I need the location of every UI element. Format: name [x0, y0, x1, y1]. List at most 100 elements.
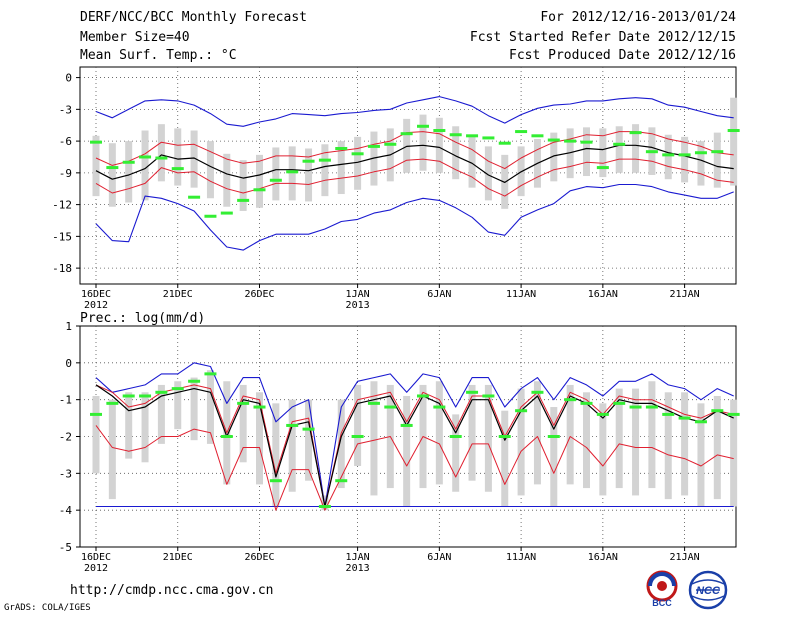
temp-median-mark: [531, 134, 544, 138]
temp-ytick-label: -3: [59, 103, 72, 116]
precip-box: [321, 495, 329, 511]
precip-median-mark: [106, 401, 119, 405]
precip-box: [337, 399, 345, 489]
temp-box: [484, 146, 492, 201]
precip-box: [484, 384, 492, 492]
temp-envelope-min-line: [95, 183, 734, 251]
precip-xtick-label: 21JAN: [670, 552, 700, 563]
temp-box: [157, 124, 165, 182]
temp-median-mark: [564, 139, 577, 143]
temp-median-mark: [515, 130, 528, 134]
temp-box: [435, 117, 443, 173]
precip-median-mark: [188, 379, 201, 383]
ncc-logo-icon: NCC: [688, 570, 728, 610]
temp-box: [681, 136, 689, 183]
precip-xtick-label: 16JAN: [588, 552, 618, 563]
temp-median-mark: [269, 178, 282, 182]
temp-median-mark: [139, 155, 152, 159]
precip-box: [272, 403, 280, 507]
temp-envelope-max-line: [95, 96, 734, 127]
temp-median-mark: [155, 156, 168, 160]
precip-median-mark: [564, 398, 577, 402]
precip-box: [141, 392, 149, 463]
temp-ytick-label: -6: [59, 135, 72, 148]
temp-median-mark: [220, 211, 233, 215]
temp-ytick-label: -18: [52, 262, 72, 275]
precip-median-mark: [515, 409, 528, 413]
temp-box: [337, 141, 345, 195]
precip-median-mark: [498, 435, 511, 438]
precip-box: [648, 381, 656, 489]
precip-box: [435, 381, 443, 485]
precip-median-mark: [629, 405, 642, 409]
precip-median-mark: [596, 412, 609, 416]
temp-box: [206, 141, 214, 199]
forecast-range: For 2012/12/16-2013/01/24: [540, 10, 736, 25]
precip-median-mark: [302, 427, 315, 431]
temp-box: [272, 147, 280, 201]
precip-median-mark: [269, 479, 282, 483]
precip-median-mark: [466, 390, 479, 394]
precip-box: [452, 414, 460, 492]
temp-median-mark: [711, 150, 724, 154]
precip-median-mark: [139, 394, 152, 398]
temp-box: [321, 144, 329, 197]
precip-median-mark: [318, 504, 331, 508]
produced-date: Fcst Produced Date 2012/12/16: [509, 48, 736, 63]
temp-mean-line: [95, 144, 734, 183]
temp-box: [190, 130, 198, 188]
precip-median-mark: [547, 435, 560, 438]
precip-xtick-label: 11JAN: [506, 552, 536, 563]
temp-median-mark: [596, 166, 609, 170]
precip-box: [501, 410, 509, 507]
temp-box: [730, 97, 738, 186]
precip-median-mark: [253, 405, 266, 409]
temp-median-mark: [727, 129, 740, 133]
temp-ytick-label: 0: [65, 72, 72, 85]
temp-median-mark: [417, 124, 429, 128]
temp-box: [468, 135, 476, 188]
precip-median-mark: [449, 435, 462, 438]
temp-box: [92, 135, 100, 197]
precip-ytick-label: -2: [59, 431, 72, 444]
temp-box: [583, 127, 590, 177]
precip-box: [370, 381, 378, 496]
precip-band-upper-line: [95, 384, 734, 507]
temp-median-mark: [547, 138, 560, 142]
precip-box: [125, 392, 133, 459]
precip-box: [354, 384, 362, 466]
member-size: Member Size=40: [80, 30, 190, 45]
precip-box: [713, 395, 721, 500]
temp-xtick-label: 16JAN: [588, 289, 618, 300]
temp-xtick-label: 1JAN: [346, 289, 370, 300]
temp-median-mark: [237, 198, 250, 202]
precip-box: [632, 388, 640, 496]
precip-box: [288, 399, 296, 492]
temp-median-mark: [449, 133, 462, 137]
temp-box: [419, 114, 427, 171]
precip-box: [681, 392, 689, 496]
precip-median-mark: [417, 394, 429, 398]
temp-median-mark: [318, 158, 331, 162]
footer-url[interactable]: http://cmdp.ncc.cma.gov.cn: [70, 583, 274, 598]
precip-median-mark: [122, 394, 135, 398]
temp-median-mark: [498, 141, 511, 145]
temp-median-mark: [400, 132, 413, 136]
precip-box: [615, 388, 623, 489]
temp-median-mark: [694, 151, 707, 155]
precip-median-mark: [482, 394, 495, 398]
temp-box: [452, 126, 460, 180]
temp-median-mark: [106, 166, 119, 170]
temp-median-mark: [188, 195, 201, 199]
chart-title: DERF/NCC/BCC Monthly Forecast: [80, 10, 307, 25]
precip-ytick-label: -1: [59, 394, 72, 407]
temp-box: [288, 146, 296, 201]
temp-median-mark: [302, 159, 315, 163]
ncc-logo-label: NCC: [696, 585, 721, 597]
temp-median-mark: [367, 144, 380, 148]
temp-median-mark: [580, 140, 593, 144]
precip-median-mark: [645, 405, 658, 409]
precip-median-mark: [237, 401, 250, 405]
precip-box: [566, 384, 574, 485]
